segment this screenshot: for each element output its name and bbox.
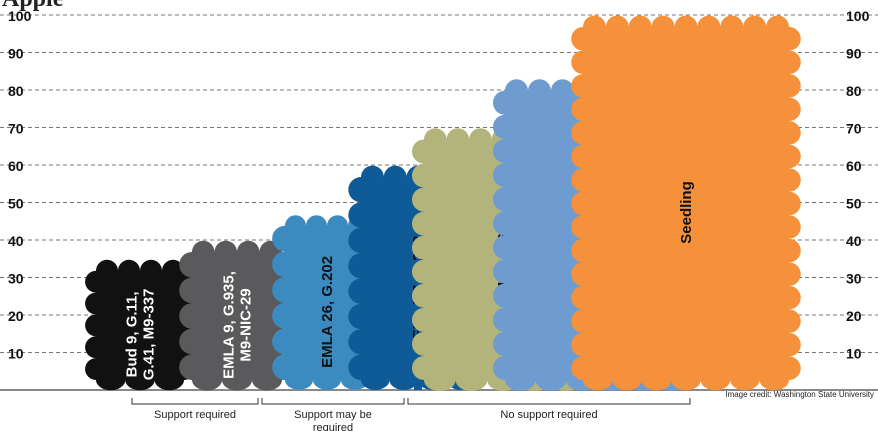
y-tick-label-left: 10 xyxy=(8,346,24,362)
group-bracket xyxy=(131,398,259,405)
y-tick-label-right: 100 xyxy=(846,8,870,24)
y-tick-label-left: 80 xyxy=(8,83,24,99)
y-axis-ticks: 10 10 20 20 30 30 40 40 50 50 60 60 70 70 80 80 90 90 100 1… xyxy=(8,8,870,362)
group-bracket xyxy=(261,398,405,405)
tree-1: Bud 9, G.11,G.41, M9-337 xyxy=(85,259,195,391)
tree-label: Bud 9, G.11,G.41, M9-337 xyxy=(124,289,158,381)
y-tick-label-right: 90 xyxy=(846,46,862,62)
y-tick-label-left: 90 xyxy=(8,46,24,62)
tree-2: EMLA 9, G.935,M9-NIC-29 xyxy=(179,240,295,391)
y-tick-label-right: 40 xyxy=(846,233,862,249)
y-tick-label-left: 40 xyxy=(8,233,24,249)
y-tick-label-right: 80 xyxy=(846,83,862,99)
tree-trunk xyxy=(414,372,422,390)
tree-label: EMLA 9, G.935,M9-NIC-29 xyxy=(221,271,255,379)
tree-label: EMLA 26, G.202 xyxy=(319,256,336,368)
tree-canopy xyxy=(179,240,295,391)
tree-canopy xyxy=(85,259,195,391)
y-tick-label-right: 30 xyxy=(846,271,862,287)
group-bracket xyxy=(407,398,691,405)
support-groups: Support required Support may be required No… xyxy=(131,398,691,431)
group-label: Support required xyxy=(154,409,236,421)
tree-label-line: M9-NIC-29 xyxy=(238,288,255,361)
group-label: No support required xyxy=(500,409,597,421)
y-tick-label-left: 70 xyxy=(8,121,24,137)
tree-label: Seedling xyxy=(678,181,695,244)
page-title: Apple xyxy=(2,0,63,13)
tree-label-line: EMLA 9, G.935, xyxy=(221,271,238,379)
group-label: Support may be required xyxy=(294,409,372,431)
y-tick-label-left: 20 xyxy=(8,308,24,324)
trees: Bud 9, G.11,G.41, M9-337 EMLA 9, G.935,M9… xyxy=(85,15,801,392)
y-tick-label-right: 70 xyxy=(846,121,862,137)
tree-label-line: EMLA 26, G.202 xyxy=(319,256,336,368)
y-tick-label-left: 30 xyxy=(8,271,24,287)
tree-7: Seedling xyxy=(571,15,801,391)
group-label-line: required xyxy=(313,422,353,431)
y-tick-label-left: 100 xyxy=(8,8,32,24)
y-tick-label-right: 50 xyxy=(846,196,862,212)
image-credit: Image credit: Washington State Universit… xyxy=(725,390,874,399)
tree-canopy xyxy=(571,15,801,391)
tree-label-line: Bud 9, G.11, xyxy=(124,291,141,377)
y-tick-label-left: 50 xyxy=(8,196,24,212)
y-tick-label-right: 20 xyxy=(846,308,862,324)
y-tick-label-right: 10 xyxy=(846,346,862,362)
y-tick-label-right: 60 xyxy=(846,158,862,174)
group-label-line: Support may be xyxy=(294,409,372,421)
y-tick-label-left: 60 xyxy=(8,158,24,174)
tree-label-line: G.41, M9-337 xyxy=(141,289,158,381)
tree-label-line: Seedling xyxy=(678,181,695,244)
